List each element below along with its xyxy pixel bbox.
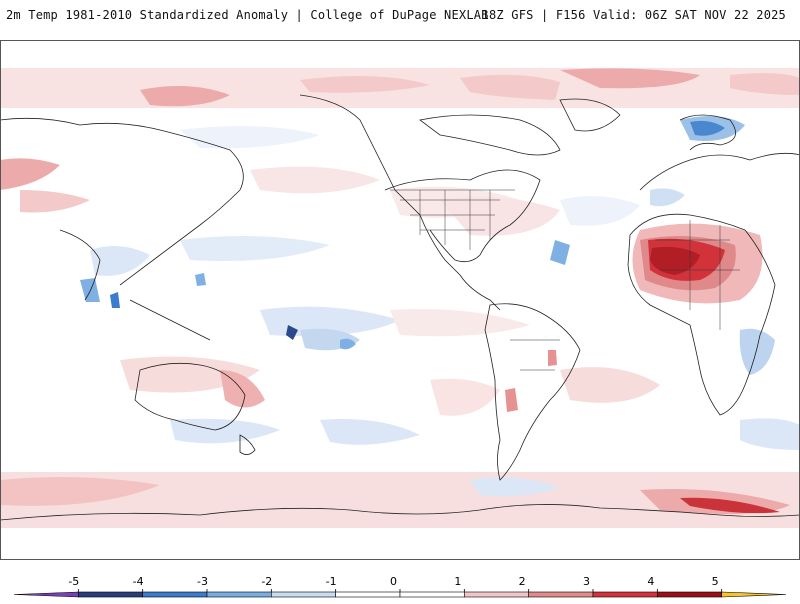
colorbar-segments xyxy=(13,591,787,598)
map-title: 2m Temp 1981-2010 Standardized Anomaly |… xyxy=(6,8,489,22)
colorbar: -5 -4 -3 -2 -1 0 1 2 3 4 5 xyxy=(0,570,800,600)
anomaly-map[interactable] xyxy=(0,40,800,560)
colorbar-segment xyxy=(592,591,658,598)
colorbar-segment xyxy=(399,591,465,598)
colorbar-tick-label: -2 xyxy=(261,575,272,588)
colorbar-segment xyxy=(271,591,336,598)
model-run-info: 18Z GFS | F156 Valid: 06Z SAT NOV 22 202… xyxy=(481,8,786,22)
colorbar-segment xyxy=(78,591,143,598)
arctic-warm-patch xyxy=(140,86,230,107)
colorbar-segment xyxy=(335,591,401,598)
colorbar-tick-label: 3 xyxy=(583,575,590,588)
colorbar-segment xyxy=(721,591,787,598)
header-bar: 2m Temp 1981-2010 Standardized Anomaly |… xyxy=(0,0,800,32)
colorbar-tick-label: 1 xyxy=(454,575,461,588)
colorbar-tick-label: -1 xyxy=(326,575,337,588)
colorbar-segment xyxy=(206,591,272,598)
colorbar-segment xyxy=(464,591,529,598)
map-canvas xyxy=(0,40,800,560)
colorbar-tick-label: 2 xyxy=(519,575,526,588)
colorbar-segment xyxy=(657,591,722,598)
colorbar-tick-label: -5 xyxy=(68,575,79,588)
coastlines xyxy=(0,94,800,521)
anomaly-fills xyxy=(0,68,800,528)
boundaries xyxy=(390,189,740,371)
colorbar-tick-label: 0 xyxy=(390,575,397,588)
colorbar-tick-label: 4 xyxy=(647,575,654,588)
colorbar-tick-label: -3 xyxy=(197,575,208,588)
colorbar-ticks: -5 -4 -3 -2 -1 0 1 2 3 4 5 xyxy=(68,575,723,592)
colorbar-tick-label: -4 xyxy=(133,575,144,588)
colorbar-segment xyxy=(142,591,208,598)
colorbar-tick-label: 5 xyxy=(712,575,719,588)
colorbar-segment xyxy=(528,591,594,598)
colorbar-segment xyxy=(13,591,79,598)
colorbar-canvas: -5 -4 -3 -2 -1 0 1 2 3 4 5 xyxy=(13,575,787,598)
